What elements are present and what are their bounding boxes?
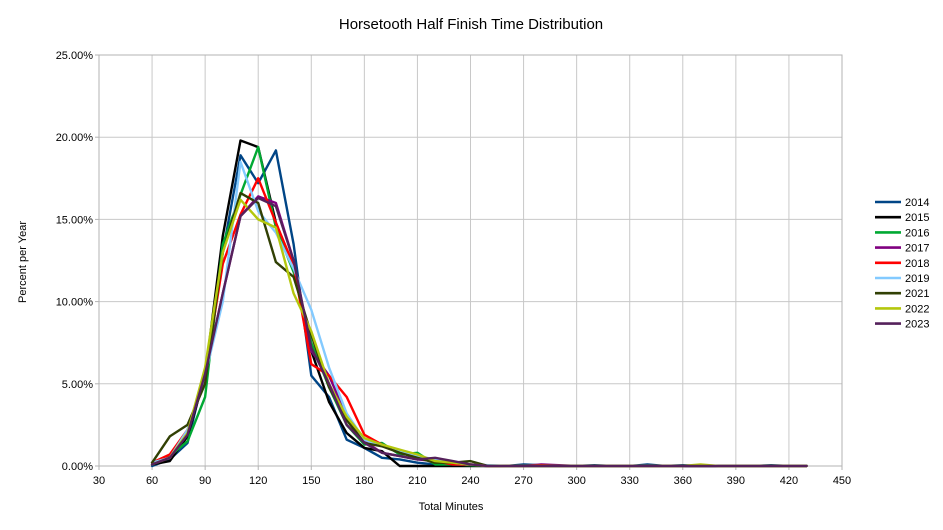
series-line-2021 bbox=[150, 191, 808, 468]
legend-entry-2017: 2017 bbox=[905, 243, 929, 255]
legend-entry-2016: 2016 bbox=[905, 227, 929, 239]
x-tick-label: 330 bbox=[621, 475, 639, 487]
x-tick-label: 300 bbox=[567, 475, 585, 487]
x-tick-label: 180 bbox=[355, 475, 373, 487]
legend-entry-2015: 2015 bbox=[905, 212, 929, 224]
y-tick-label: 10.00% bbox=[56, 297, 94, 309]
x-tick-label: 30 bbox=[93, 475, 105, 487]
x-tick-label: 390 bbox=[727, 475, 745, 487]
x-tick-label: 150 bbox=[302, 475, 320, 487]
x-tick-label: 270 bbox=[514, 475, 532, 487]
legend: 2014 2015 2016 2017 2018 2019 2021 2022 2023 bbox=[875, 197, 929, 331]
series-lines bbox=[150, 139, 808, 468]
series-line-2017 bbox=[150, 195, 808, 468]
x-tick-label: 450 bbox=[833, 475, 851, 487]
x-tick-label: 420 bbox=[780, 475, 798, 487]
y-tick-label: 0.00% bbox=[62, 461, 93, 473]
gridlines bbox=[95, 54, 843, 470]
x-axis-label: Total Minutes bbox=[419, 501, 484, 513]
series-line-2023 bbox=[150, 196, 808, 468]
legend-entry-2021: 2021 bbox=[905, 288, 929, 300]
x-tick-label: 60 bbox=[146, 475, 158, 487]
x-tick-label: 120 bbox=[249, 475, 267, 487]
y-tick-label: 25.00% bbox=[56, 50, 94, 62]
x-tick-label: 210 bbox=[408, 475, 426, 487]
x-tick-label: 240 bbox=[461, 475, 479, 487]
y-axis-label: Percent per Year bbox=[17, 221, 29, 303]
series-line-2022 bbox=[150, 198, 808, 468]
x-tick-label: 90 bbox=[199, 475, 211, 487]
y-tick-label: 20.00% bbox=[56, 132, 94, 144]
legend-entry-2023: 2023 bbox=[905, 319, 929, 331]
y-tick-label: 15.00% bbox=[56, 214, 94, 226]
legend-entry-2022: 2022 bbox=[905, 303, 929, 315]
legend-entry-2018: 2018 bbox=[905, 258, 929, 270]
chart-title: Horsetooth Half Finish Time Distribution bbox=[339, 16, 603, 33]
y-tick-label: 5.00% bbox=[62, 379, 93, 391]
x-tick-label: 360 bbox=[674, 475, 692, 487]
legend-entry-2014: 2014 bbox=[905, 197, 929, 209]
tick-labels: 0.00% 5.00% 10.00% 15.00% 20.00% 25.00% 30 60 90… bbox=[56, 50, 851, 487]
legend-entry-2019: 2019 bbox=[905, 273, 929, 285]
series-line-2018 bbox=[150, 177, 808, 468]
